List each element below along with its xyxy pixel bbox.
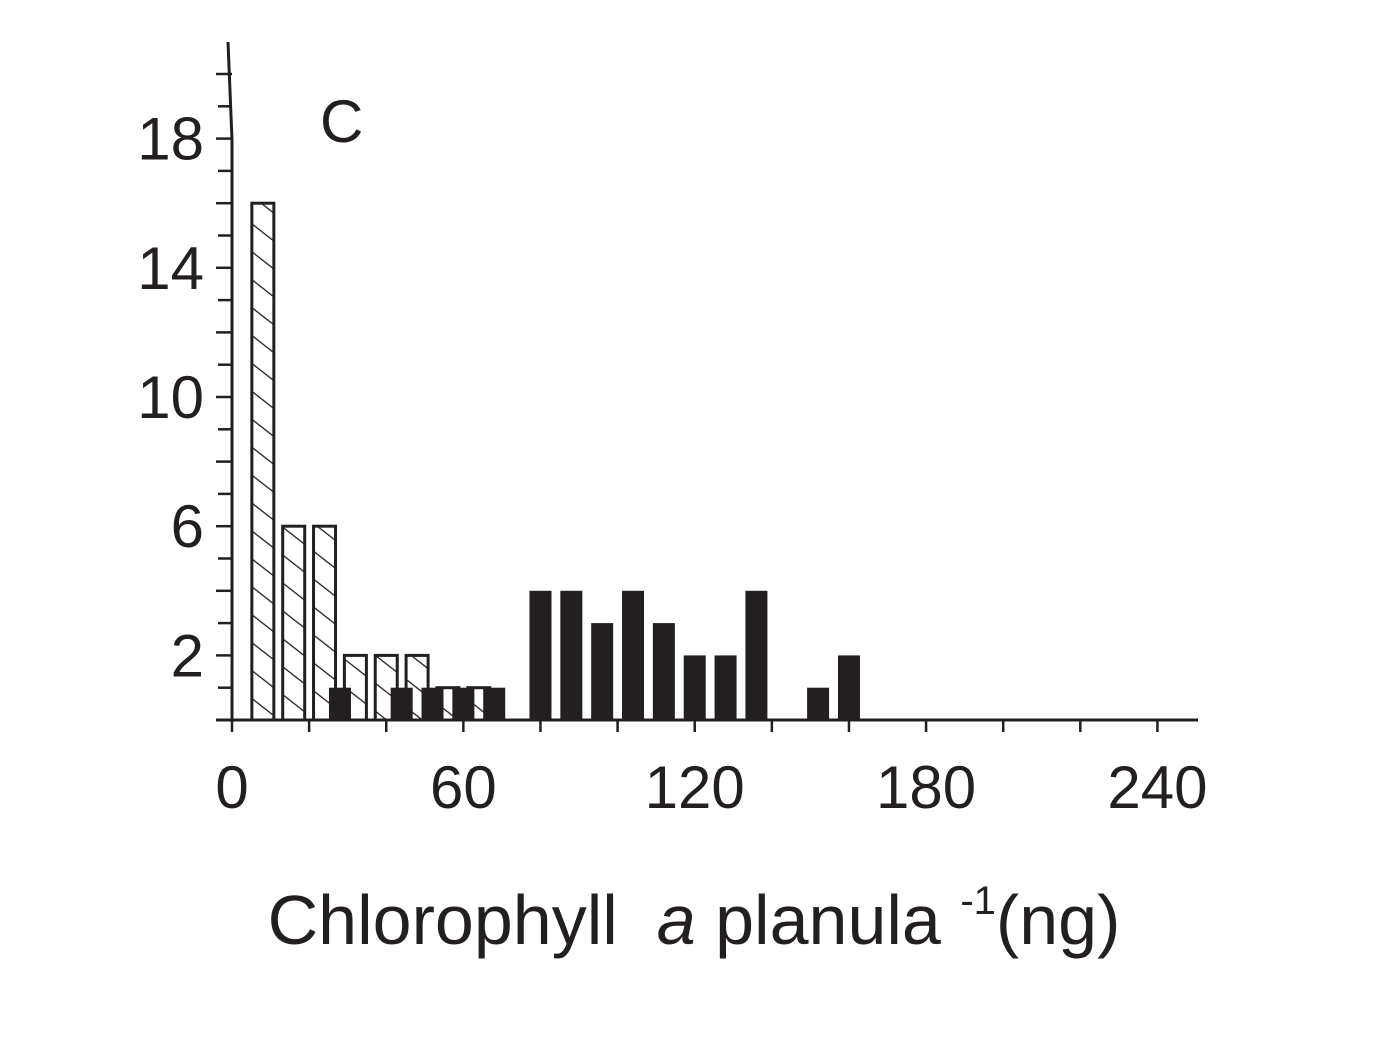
y-axis: 2 6 10 14 18	[137, 41, 234, 722]
x-tick-label: 240	[1107, 754, 1207, 821]
hatched-bar	[312, 524, 338, 722]
solid-bar	[483, 687, 506, 720]
x-axis: 0 60 120 180 240	[215, 718, 1207, 821]
x-axis-label-prefix: Chlorophyll	[267, 881, 618, 959]
hatched-bar	[281, 524, 307, 722]
solid-bar	[591, 623, 614, 720]
solid-bar	[622, 590, 645, 720]
y-tick-label: 14	[137, 235, 204, 302]
bars	[250, 201, 860, 722]
x-axis-label-unit: planula	[715, 881, 941, 959]
solid-bar	[745, 590, 768, 720]
y-tick-label: 18	[137, 106, 204, 173]
solid-bar	[683, 655, 706, 720]
x-tick-label: 60	[430, 754, 497, 821]
x-tick-label: 180	[876, 754, 976, 821]
x-axis-label-italic: a	[656, 881, 696, 959]
y-axis-line-top	[226, 41, 234, 141]
hatched-bar	[250, 201, 276, 722]
solid-bar	[652, 623, 675, 720]
solid-bar	[837, 655, 860, 720]
solid-bar	[807, 687, 830, 720]
y-tick-label: 6	[171, 493, 204, 560]
solid-bar	[452, 687, 475, 720]
x-tick-label: 0	[215, 754, 248, 821]
solid-bar	[560, 590, 583, 720]
x-axis-label-exponent: -1	[960, 879, 996, 923]
solid-bar	[421, 687, 444, 720]
solid-bar	[390, 687, 413, 720]
x-tick-label: 120	[645, 754, 745, 821]
y-tick-label: 10	[137, 364, 204, 431]
solid-bar	[714, 655, 737, 720]
solid-bar	[529, 590, 552, 720]
panel-label: C	[320, 88, 363, 155]
solid-bar	[328, 687, 351, 720]
y-tick-label: 2	[171, 622, 204, 689]
x-axis-label-suffix: (ng)	[995, 881, 1121, 959]
x-axis-label: Chlorophyll a planula -1(ng)	[0, 878, 1388, 962]
